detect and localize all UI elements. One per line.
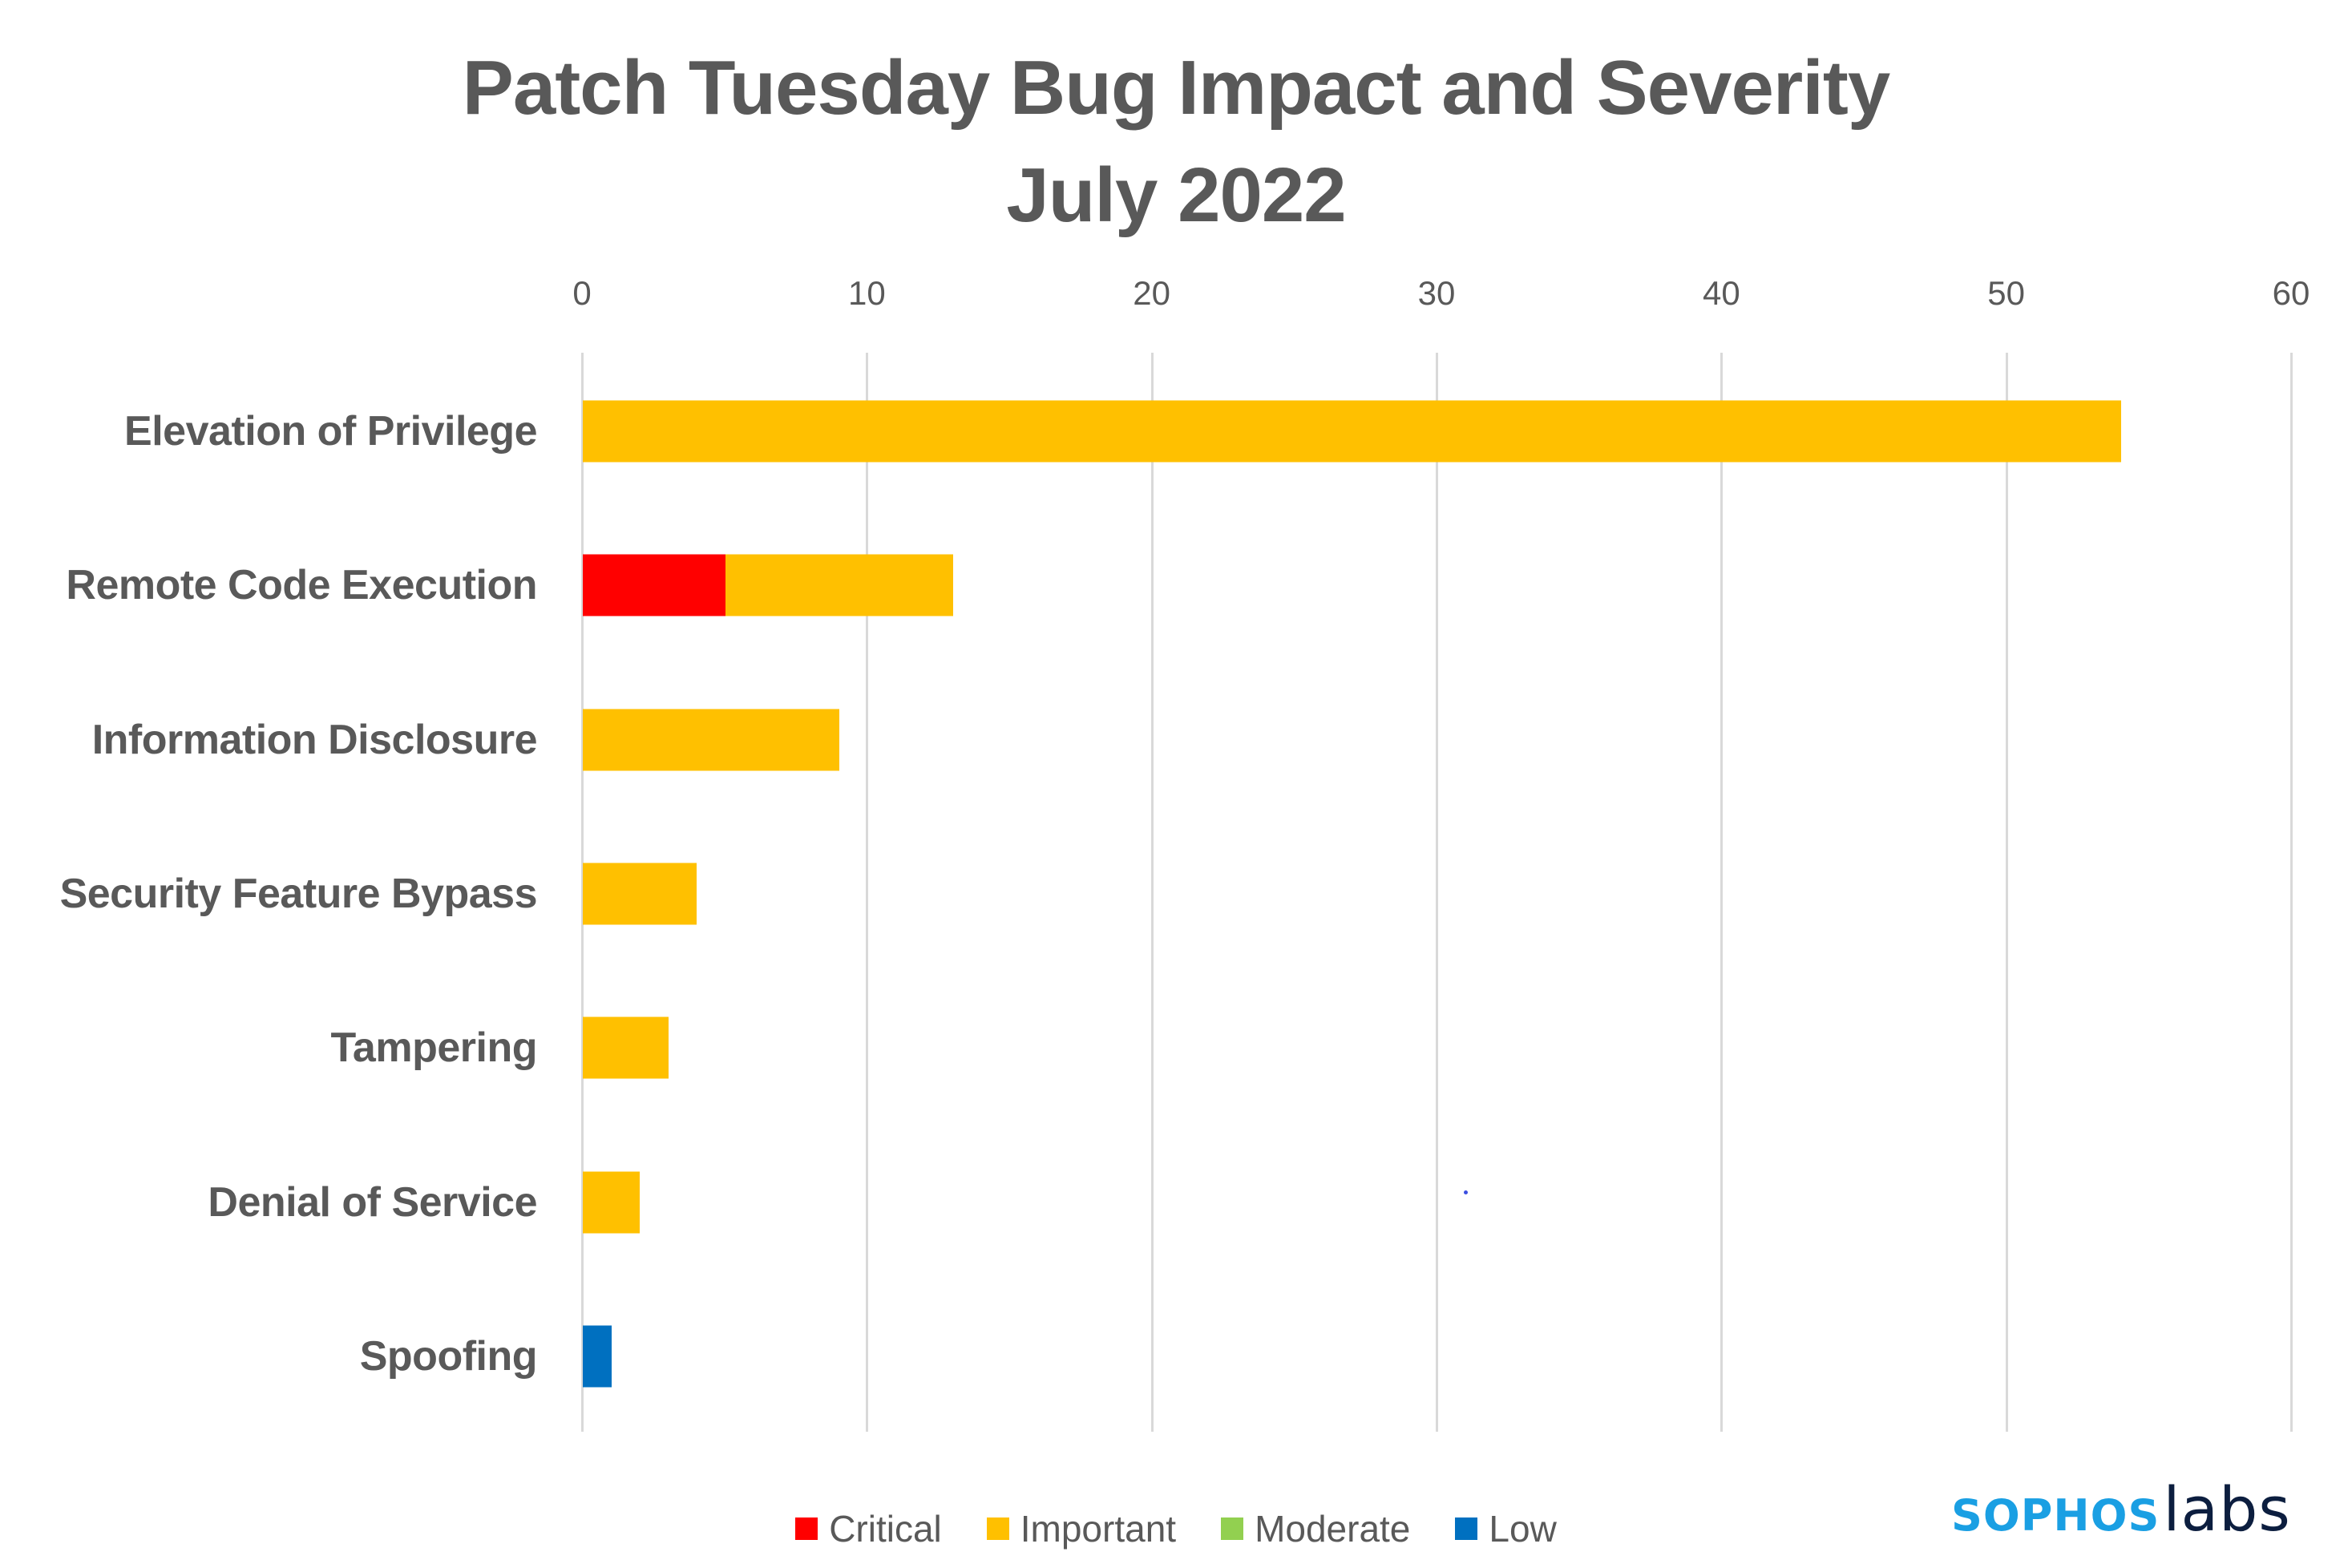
category-label: Denial of Service [208,1178,537,1226]
sophoslabs-logo: SOPHOS labs [1951,1473,2291,1545]
x-tick-label: 60 [2272,274,2310,312]
legend-swatch [1455,1517,1478,1540]
bar-segment-critical [583,554,725,616]
bar-segment-important [725,554,953,616]
logo-sophos-text: SOPHOS [1951,1490,2160,1541]
bar-row [583,400,2121,463]
x-tick-label: 10 [847,274,886,312]
bar-row [583,554,953,616]
gridline [866,353,869,1432]
legend-item-important: Important [986,1507,1177,1550]
category-label: Elevation of Privilege [124,408,537,455]
bar-segment-important [583,863,697,925]
x-tick-label: 40 [1702,274,1740,312]
gridline [2005,353,2008,1432]
legend: Critical Important Moderate Low [0,1507,2352,1550]
bar-segment-important [583,709,839,771]
bar-row [583,1016,669,1079]
gridline [1150,353,1154,1432]
x-tick-label: 30 [1417,274,1456,312]
legend-label: Important [1020,1508,1177,1550]
gridline [1720,353,1724,1432]
bar-segment-important [583,1171,641,1233]
legend-item-critical: Critical [795,1507,942,1550]
bar-segment-important [583,400,2121,463]
category-label: Security Feature Bypass [59,870,538,917]
legend-swatch [986,1517,1009,1540]
legend-item-low: Low [1455,1507,1557,1550]
legend-label: Moderate [1255,1508,1411,1550]
x-tick-label: 0 [572,274,592,312]
legend-label: Critical [829,1508,942,1550]
bar-row [583,1171,641,1233]
legend-swatch [795,1517,818,1540]
legend-label: Low [1489,1508,1557,1550]
chart-title: Patch Tuesday Bug Impact and Severity [462,45,1890,131]
chart-subtitle: July 2022 [1006,152,1346,238]
category-label: Remote Code Execution [66,562,537,609]
logo-labs-text: labs [2163,1473,2291,1545]
artifact-dot [1464,1190,1468,1194]
bar-row [583,709,839,771]
x-tick-label: 20 [1133,274,1171,312]
bar-row [583,863,697,925]
legend-item-moderate: Moderate [1221,1507,1410,1550]
gridline [1436,353,1438,1432]
bar-row [583,1325,612,1388]
bar-segment-important [583,1016,669,1079]
gridline [2290,353,2293,1432]
category-label: Spoofing [359,1332,538,1380]
category-label: Information Disclosure [91,716,538,763]
gridline [581,353,584,1432]
category-label: Tampering [330,1024,538,1072]
legend-swatch [1221,1517,1244,1540]
bar-segment-low [583,1325,612,1388]
x-tick-label: 50 [1987,274,2026,312]
